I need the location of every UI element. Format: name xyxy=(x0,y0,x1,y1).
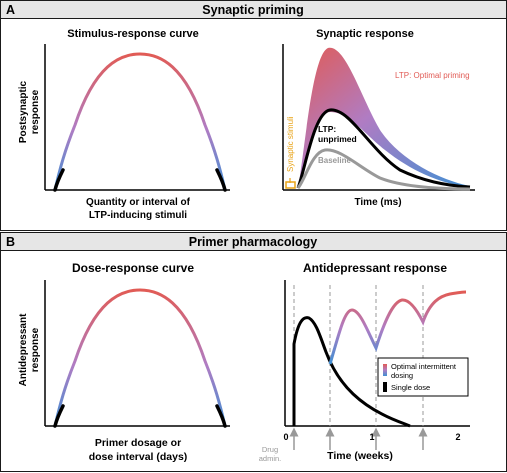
dose-response-curve-right-tail xyxy=(215,404,227,428)
synaptic-response-title: Synaptic response xyxy=(316,28,414,40)
dose-response-xlabel-2: dose interval (days) xyxy=(89,451,188,463)
legend-label-intermittent-1: Optimal intermittent xyxy=(391,362,457,371)
synaptic-response-xlabel: Time (ms) xyxy=(354,197,401,208)
stimulus-response-chart: Stimulus-response curve Postsynaptic res… xyxy=(18,28,230,221)
baseline-label: Baseline xyxy=(318,156,351,165)
synaptic-stimuli-label: Synaptic stimuli xyxy=(286,116,295,172)
ltp-unprimed-label-1: LTP: xyxy=(318,124,336,134)
antidepressant-response-title: Antidepressant response xyxy=(303,261,447,275)
ltp-optimal-label: LTP: Optimal priming xyxy=(395,71,470,80)
panel-a-title: Synaptic priming xyxy=(202,3,303,17)
baseline-curve xyxy=(296,148,471,191)
x-tick-1: 1 xyxy=(369,432,374,442)
legend-swatch-intermittent xyxy=(383,364,387,376)
x-tick-2: 2 xyxy=(455,432,460,442)
stimulus-response-curve-right-tail xyxy=(215,168,227,192)
panel-a-letter: A xyxy=(6,3,15,17)
ltp-optimal-priming-area xyxy=(298,47,470,189)
dose-response-title: Dose-response curve xyxy=(72,261,194,275)
stimulus-response-curve xyxy=(53,52,227,192)
panel-b-letter: B xyxy=(6,235,15,249)
stimulus-response-title: Stimulus-response curve xyxy=(67,28,198,40)
stimulus-response-ylabel-1: Postsynaptic xyxy=(18,80,29,143)
single-dose-curve xyxy=(292,316,411,428)
legend-label-single: Single dose xyxy=(391,383,430,392)
panel-b: B Primer pharmacology Dose-response curv… xyxy=(0,232,507,472)
legend-swatch-single xyxy=(383,382,387,392)
ltp-unprimed-curve xyxy=(296,108,471,189)
synaptic-response-chart: Synaptic response LTP: Optimal priming L… xyxy=(282,28,475,208)
dose-response-chart: Dose-response curve Antidepressant respo… xyxy=(18,261,230,463)
stimulus-response-xlabel-2: LTP-inducing stimuli xyxy=(89,210,187,221)
dose-response-curve xyxy=(53,288,227,428)
dose-response-ylabel-1: Antidepressant xyxy=(18,313,29,386)
stimulus-response-xlabel-1: Quantity or interval of xyxy=(86,197,191,208)
panel-b-title: Primer pharmacology xyxy=(189,235,318,249)
legend-label-intermittent-2: dosing xyxy=(391,371,413,380)
dose-response-ylabel-2: response xyxy=(30,327,41,372)
antidepressant-xlabel: Time (weeks) xyxy=(327,450,393,462)
antidepressant-response-chart: Antidepressant response Optimal intermit… xyxy=(259,261,470,463)
drug-admin-label-1: Drug xyxy=(262,445,278,454)
intermittent-dosing-curve xyxy=(328,290,467,365)
legend-box xyxy=(377,357,469,397)
drug-admin-label-2: admin. xyxy=(259,454,282,463)
stimulus-response-ylabel-2: response xyxy=(30,89,41,134)
ltp-unprimed-label-2: unprimed xyxy=(318,134,357,144)
dose-response-curve-left-tail xyxy=(53,404,65,428)
dose-response-xlabel-1: Primer dosage or xyxy=(95,437,181,449)
stimulus-response-curve-left-tail xyxy=(53,168,65,192)
x-tick-0: 0 xyxy=(283,432,288,442)
panel-a: A Synaptic priming Stimulus-response cur… xyxy=(0,0,507,231)
